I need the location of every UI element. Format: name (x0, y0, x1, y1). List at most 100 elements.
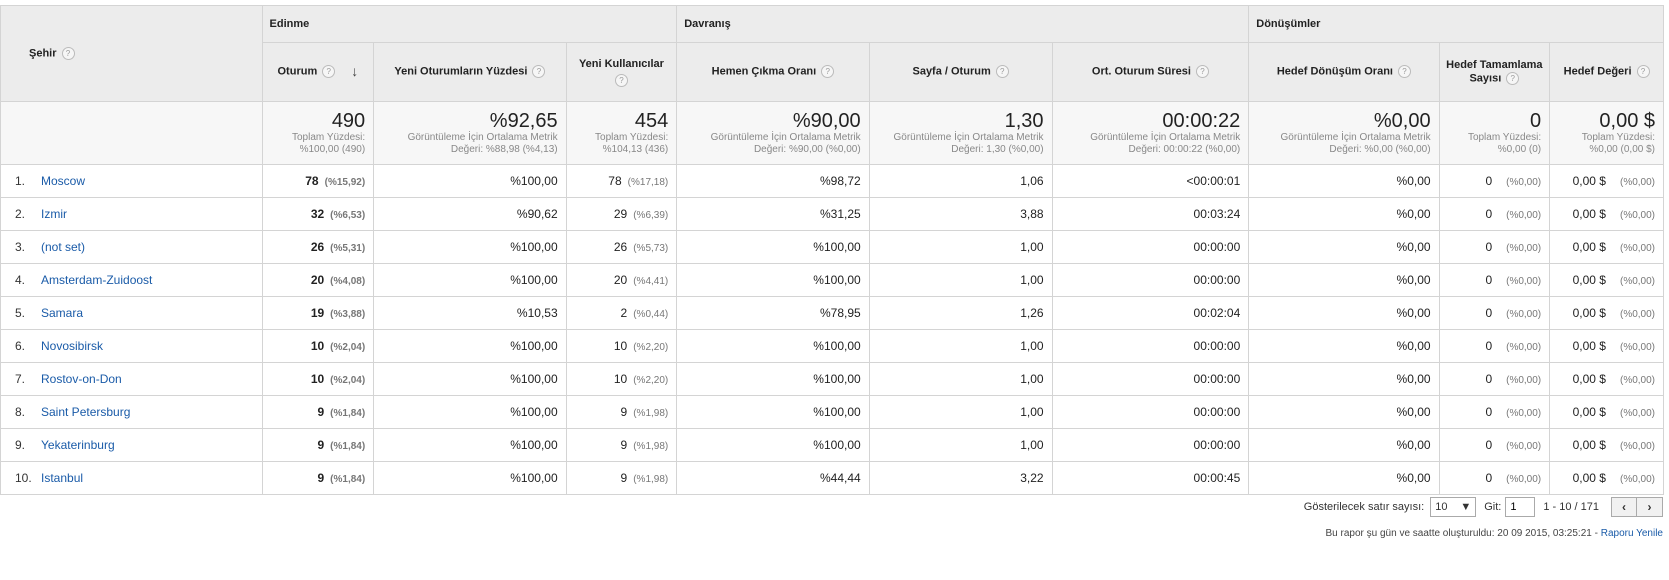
new-users-value: 20 (613, 273, 628, 287)
help-icon[interactable]: ? (1506, 71, 1520, 85)
report-timestamp: Bu rapor şu gün ve saatte oluşturuldu: 2… (1326, 528, 1663, 539)
total-sub-detail: %0,00 (0) (1497, 144, 1542, 155)
sessions-pct: (%1,84) (330, 408, 366, 419)
city-link[interactable]: Moscow (41, 174, 86, 188)
help-icon[interactable]: ? (61, 47, 75, 60)
table-row: 5. Samara 19 (%3,88) %10,53 2 (%0,44) %78,95 1,2… (0, 296, 1664, 330)
new-users-cell: 9 (%1,98) (565, 428, 678, 462)
column-header-avg-duration[interactable]: Ort. Oturum Süresi? (1051, 42, 1250, 102)
next-page-button[interactable]: › (1637, 497, 1663, 517)
city-link[interactable]: Rostov-on-Don (41, 372, 122, 386)
new-sessions-pct-cell: %10,53 (373, 296, 567, 330)
page-nav: ‹ › (1611, 497, 1663, 517)
help-icon[interactable]: ? (1195, 65, 1209, 79)
city-link[interactable]: Izmir (41, 207, 67, 221)
city-link[interactable]: (not set) (41, 240, 86, 254)
goto-page-input[interactable] (1505, 497, 1536, 517)
total-sub-label: Görüntüleme İçin Ortalama Metrik (893, 132, 1044, 143)
help-icon[interactable]: ? (821, 65, 835, 79)
new-users-pct: (%2,20) (633, 342, 669, 353)
goal-value-pct: (%0,00) (1619, 408, 1655, 419)
help-icon[interactable]: ? (614, 73, 628, 87)
goal-completions-pct: (%0,00) (1506, 309, 1542, 320)
sessions-value: 78 (305, 174, 319, 188)
city-report-table: Şehir? Edinme Davranış Dönüşümler Oturum… (0, 5, 1664, 495)
goal-completions-value: 0 (1485, 306, 1493, 320)
goal-completions-cell: 0 (%0,00) (1438, 296, 1551, 330)
new-users-cell: 9 (%1,98) (565, 461, 678, 495)
table-row: 6. Novosibirsk 10 (%2,04) %100,00 10 (%2,20) %1… (0, 329, 1664, 363)
column-header-goal-completions[interactable]: Hedef Tamamlama Sayısı? (1438, 42, 1551, 102)
column-header-new-sessions-pct[interactable]: Yeni Oturumların Yüzdesi? (373, 42, 567, 102)
help-icon[interactable]: ? (1636, 65, 1650, 79)
goal-value-pct: (%0,00) (1619, 441, 1655, 452)
table-row: 7. Rostov-on-Don 10 (%2,04) %100,00 10 (%2,20)… (0, 362, 1664, 396)
total-cell-goal-completions: 0 Toplam Yüzdesi: %0,00 (0) (1438, 101, 1551, 165)
new-users-pct: (%0,44) (633, 309, 669, 320)
totals-blank-cell (0, 101, 263, 165)
goal-completions-pct: (%0,00) (1506, 276, 1542, 287)
goal-value-cell: 0,00 $ (%0,00) (1549, 263, 1664, 297)
column-header-goal-value[interactable]: Hedef Değeri? (1549, 42, 1664, 102)
row-index: 3. (15, 240, 26, 254)
report-generated-text: Bu rapor şu gün ve saatte oluşturuldu: 2… (1325, 528, 1601, 539)
goal-value-cell: 0,00 $ (%0,00) (1549, 362, 1664, 396)
column-header-goal-conversion-rate[interactable]: Hedef Dönüşüm Oranı? (1248, 42, 1440, 102)
total-cell-new-sessions-pct: %92,65 Görüntüleme İçin Ortalama Metrik De… (373, 101, 567, 165)
city-link[interactable]: Yekaterinburg (41, 438, 115, 452)
city-link[interactable]: Istanbul (41, 471, 84, 485)
goal-completions-pct: (%0,00) (1506, 441, 1542, 452)
new-users-pct: (%5,73) (633, 243, 669, 254)
avg-duration-cell: 00:00:00 (1051, 428, 1250, 462)
sessions-value: 9 (317, 471, 325, 485)
bounce-rate-cell: %100,00 (676, 263, 870, 297)
column-header-sessions[interactable]: Oturum? ↓ (261, 42, 375, 102)
avg-duration-cell: 00:00:00 (1051, 395, 1250, 429)
rows-per-page-select[interactable]: 10 ▼ (1430, 497, 1477, 517)
total-sub-detail: %100,00 (490) (299, 144, 366, 155)
goal-value-value: 0,00 $ (1572, 471, 1606, 485)
goal-value-cell: 0,00 $ (%0,00) (1549, 329, 1664, 363)
column-header-pages-per-session[interactable]: Sayfa / Oturum? (868, 42, 1053, 102)
new-users-pct: (%1,98) (633, 408, 669, 419)
goal-conversion-rate-cell: %0,00 (1248, 428, 1440, 462)
city-column-header[interactable]: Şehir? (0, 5, 263, 102)
sort-arrow-icon[interactable]: ↓ (351, 63, 359, 80)
sessions-cell: 9 (%1,84) (261, 461, 375, 495)
new-sessions-pct-cell: %100,00 (373, 395, 567, 429)
help-icon[interactable]: ? (532, 65, 546, 79)
prev-page-button[interactable]: ‹ (1611, 497, 1637, 517)
help-icon[interactable]: ? (1397, 65, 1411, 79)
help-icon[interactable]: ? (322, 65, 336, 79)
city-link[interactable]: Amsterdam-Zuidoost (41, 273, 153, 287)
sessions-value: 10 (310, 372, 325, 386)
row-index: 4. (15, 273, 26, 287)
total-value: 00:00:22 (1162, 110, 1241, 132)
bounce-rate-cell: %100,00 (676, 428, 870, 462)
total-cell-avg-duration: 00:00:22 Görüntüleme İçin Ortalama Metrik… (1051, 101, 1250, 165)
column-header-bounce-rate[interactable]: Hemen Çıkma Oranı? (676, 42, 870, 102)
total-value: 0 (1530, 110, 1542, 132)
new-users-value: 9 (620, 405, 628, 419)
total-sub-label: Toplam Yüzdesi: (1467, 132, 1542, 143)
column-header-new-users[interactable]: Yeni Kullanıcılar? (565, 42, 678, 102)
new-users-cell: 2 (%0,44) (565, 296, 678, 330)
total-value: %92,65 (489, 110, 558, 132)
avg-duration-cell: 00:03:24 (1051, 197, 1250, 231)
help-icon[interactable]: ? (995, 65, 1009, 79)
city-link[interactable]: Novosibirsk (41, 339, 104, 353)
sessions-cell: 20 (%4,08) (261, 263, 375, 297)
city-link[interactable]: Samara (41, 306, 84, 320)
avg-duration-cell: 00:00:00 (1051, 230, 1250, 264)
goal-completions-value: 0 (1485, 174, 1493, 188)
pages-per-session-cell: 1,00 (868, 428, 1053, 462)
row-index: 2. (15, 207, 26, 221)
goal-completions-cell: 0 (%0,00) (1438, 197, 1551, 231)
sessions-cell: 78 (%15,92) (261, 164, 375, 198)
new-sessions-pct-cell: %100,00 (373, 461, 567, 495)
new-sessions-pct-cell: %100,00 (373, 164, 567, 198)
city-link[interactable]: Saint Petersburg (41, 405, 131, 419)
goal-value-pct: (%0,00) (1619, 474, 1655, 485)
refresh-report-link[interactable]: Raporu Yenile (1600, 528, 1663, 539)
table-row: 1. Moscow 78 (%15,92) %100,00 78 (%17,18) %98,7… (0, 164, 1664, 198)
